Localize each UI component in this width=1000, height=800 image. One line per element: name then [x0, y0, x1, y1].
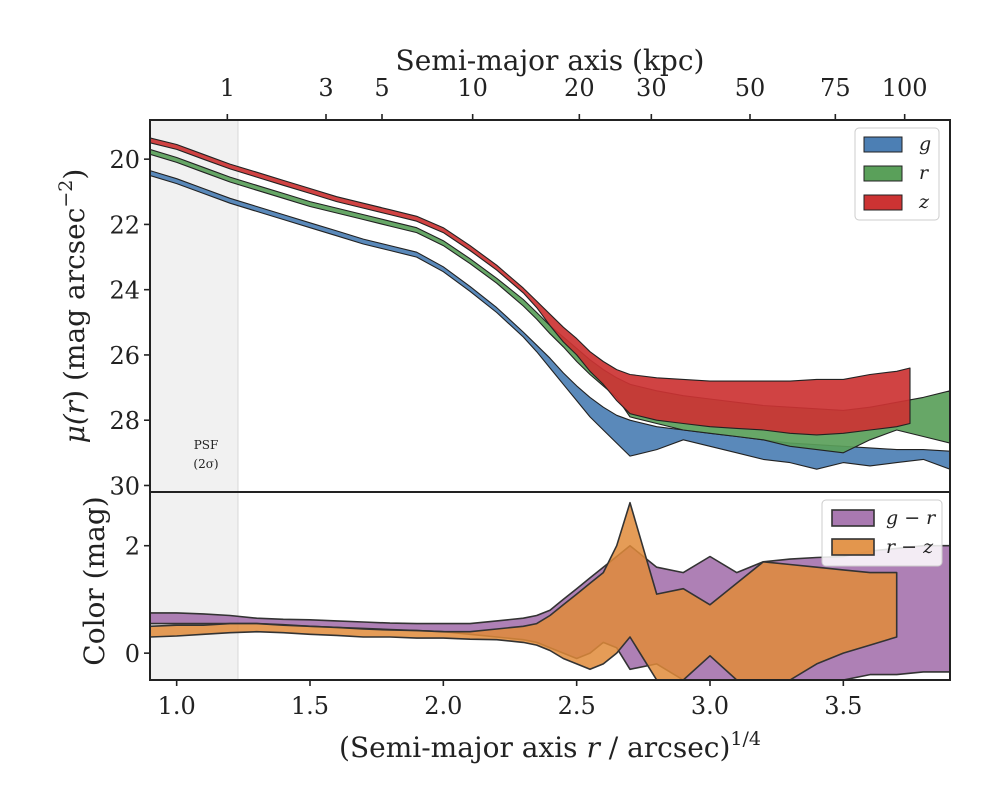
legend-label-op: −	[898, 507, 926, 529]
band-r-z	[150, 501, 898, 680]
legend-label-op: −	[895, 536, 923, 558]
legend-top: grz	[854, 127, 940, 221]
top-tick-label: 20	[564, 74, 595, 102]
legend-label-r-z: r − z	[886, 536, 934, 558]
legend-label-var: g	[886, 507, 898, 529]
legend-label-g-r: g − r	[886, 507, 937, 529]
y-axis-label-exponent: −2	[55, 180, 77, 208]
y-axis-label-mu: μ(	[58, 413, 91, 443]
ytick-label: 30	[109, 472, 140, 500]
legend-swatch-z	[863, 194, 903, 211]
legend-label-var: r	[886, 536, 897, 558]
x-axis-label-exponent: 1/4	[730, 728, 761, 750]
top-axis-label: Semi-major axis (kpc)	[396, 44, 705, 77]
xtick-label: 1.0	[158, 692, 196, 720]
legend-swatch-r-z	[831, 538, 875, 556]
band-g	[150, 170, 950, 470]
x-axis-label: (Semi-major axis r / arcsec)1/4	[339, 728, 761, 764]
color-panel: g − rr − z	[149, 491, 951, 681]
y-axis-label-part: ) (mag arcsec	[58, 208, 91, 401]
color-bands	[150, 501, 950, 680]
legend-label-z: z	[918, 191, 930, 213]
ytick-label: 26	[109, 342, 140, 370]
xtick-label: 2.0	[424, 692, 462, 720]
x-axis-label-part: (Semi-major axis	[339, 731, 586, 764]
x-axis-label-variable: r	[586, 731, 601, 764]
legend-label-r: r	[919, 162, 930, 184]
psf-label-sigma: (2σ)	[193, 457, 218, 471]
psf-region	[150, 120, 238, 680]
ytick-label: 22	[109, 211, 140, 239]
psf-label: PSF	[194, 438, 219, 452]
bottom-panel-frame	[149, 491, 951, 681]
ytick-label: 28	[109, 407, 140, 435]
band-z	[150, 137, 911, 436]
ytick-label: 0	[125, 640, 140, 668]
top-tick-label: 1	[220, 74, 235, 102]
axes-labels: 20 22 24 26 28 30 0 2 1.0 1.5 2.0 2.5 3.0 3.5 1 3 5 10 20 3…	[55, 44, 928, 764]
legend-label-g: g	[919, 133, 931, 155]
top-tick-label: 10	[457, 74, 488, 102]
legend-swatch-r	[863, 165, 903, 182]
y-axis-label-variable: r	[58, 399, 91, 414]
ytick-label: 20	[109, 146, 140, 174]
top-tick-label: 50	[735, 74, 766, 102]
xtick-label: 3.0	[691, 692, 729, 720]
legend-label-var: r	[926, 507, 937, 529]
top-tick-label: 100	[882, 74, 928, 102]
y-axis-label-bottom: Color (mag)	[78, 496, 111, 665]
ytick-label: 2	[125, 533, 140, 561]
legend-label-var: z	[922, 536, 934, 558]
legend-swatch-g	[863, 136, 903, 153]
surface-brightness-bands	[150, 137, 950, 470]
y-axis-label-top: μ(r) (mag arcsec−2)	[55, 169, 91, 444]
y-axis-label-close: )	[58, 169, 91, 180]
legend-bottom: g − rr − z	[821, 499, 943, 567]
xtick-label: 2.5	[558, 692, 596, 720]
top-tick-label: 75	[820, 74, 851, 102]
xtick-label: 3.5	[824, 692, 862, 720]
top-tick-label: 3	[318, 74, 333, 102]
legend-swatch-g-r	[831, 509, 875, 527]
top-tick-label: 30	[636, 74, 667, 102]
xtick-label: 1.5	[291, 692, 329, 720]
ytick-label: 24	[109, 277, 140, 305]
surface-brightness-panel: PSF(2σ)grz	[149, 119, 951, 680]
top-tick-label: 5	[374, 74, 389, 102]
x-axis-label-part: / arcsec)	[600, 731, 731, 764]
